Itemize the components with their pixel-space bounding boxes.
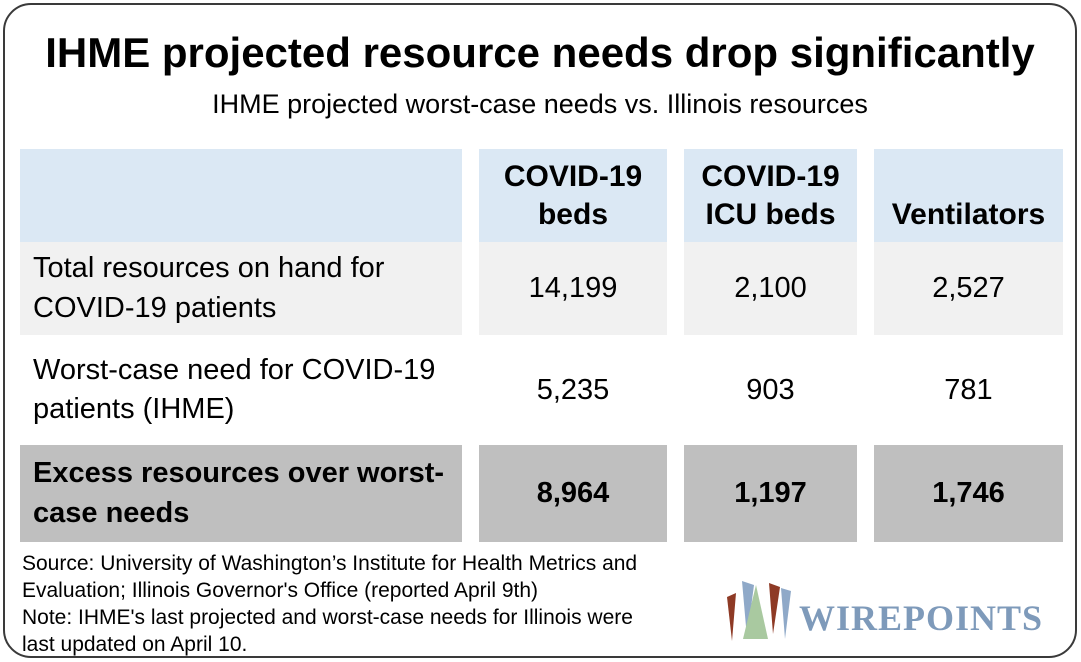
header-empty-cell: [20, 149, 462, 242]
row-label-excess-resources: Excess resources over worst-case needs: [20, 445, 462, 542]
value-total-ventilators: 2,527: [874, 242, 1063, 335]
row-label-worst-case-need: Worst-case need for COVID-19 patients (I…: [20, 335, 462, 445]
value-need-ventilators: 781: [874, 335, 1063, 445]
value-need-icu-beds: 903: [684, 335, 857, 445]
row-label-total-resources: Total resources on hand for COVID-19 pat…: [20, 242, 462, 335]
value-need-covid-beds: 5,235: [479, 335, 667, 445]
value-total-covid-beds: 14,199: [479, 242, 667, 335]
value-excess-ventilators: 1,746: [874, 445, 1063, 542]
column-header-covid-beds: COVID-19 beds: [479, 149, 667, 242]
wirepoints-logo-icon: [726, 581, 791, 641]
value-excess-icu-beds: 1,197: [684, 445, 857, 542]
page-subtitle: IHME projected worst-case needs vs. Illi…: [212, 89, 868, 119]
column-header-icu-beds: COVID-19 ICU beds: [684, 149, 857, 242]
resources-table: COVID-19 beds COVID-19 ICU beds Ventilat…: [20, 149, 1063, 542]
wirepoints-logo: WIREPOINTS: [723, 578, 1043, 644]
value-total-icu-beds: 2,100: [684, 242, 857, 335]
value-excess-covid-beds: 8,964: [479, 445, 667, 542]
page-title: IHME projected resource needs drop signi…: [45, 29, 1035, 76]
chart-frame: IHME projected resource needs drop signi…: [3, 3, 1077, 658]
source-note: Source: University of Washington’s Insti…: [22, 552, 638, 656]
column-header-ventilators: Ventilators: [874, 149, 1063, 242]
wirepoints-logo-text: WIREPOINTS: [798, 598, 1043, 638]
